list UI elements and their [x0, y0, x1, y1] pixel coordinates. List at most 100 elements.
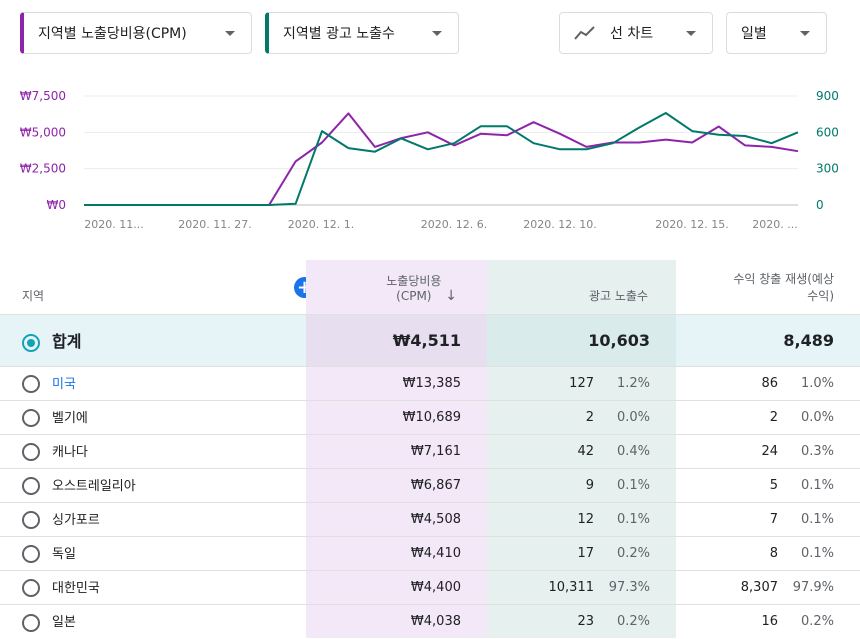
- region-name[interactable]: 미국: [52, 376, 76, 392]
- metric2-label: 지역별 광고 노출수: [283, 26, 395, 42]
- right-axis-tick: 600: [816, 125, 839, 139]
- revenue-cell: 8: [769, 545, 778, 561]
- impressions-cell: 12: [577, 511, 594, 527]
- impressions-cell: 17: [577, 545, 594, 561]
- chart-type-dropdown[interactable]: 선 차트: [559, 12, 713, 54]
- header-revenue[interactable]: 수익 창출 재생(예상 수익): [733, 271, 834, 303]
- impressions-pct: 0.1%: [616, 477, 650, 493]
- cpm-cell: ₩4,038: [306, 603, 487, 638]
- metric2-dropdown[interactable]: 지역별 광고 노출수: [265, 12, 459, 54]
- right-axis-tick: 300: [816, 162, 839, 176]
- revenue-pct: 0.3%: [800, 443, 834, 459]
- region-name: 독일: [52, 546, 76, 562]
- cpm-cell: ₩4,400: [306, 569, 487, 604]
- table-row[interactable]: 오스트레일리아 ₩6,867 9 0.1% 5 0.1%: [0, 467, 860, 502]
- region-table: 지역 노출당비용 (CPM) ↓ 광고 노출수 수익 창출 재생(예상 수익) …: [0, 260, 860, 638]
- total-revenue: 8,489: [676, 313, 860, 366]
- revenue-cell: 24: [761, 443, 778, 459]
- table-row[interactable]: 싱가포르 ₩4,508 12 0.1% 7 0.1%: [0, 501, 860, 536]
- table-row[interactable]: 독일 ₩4,410 17 0.2% 8 0.1%: [0, 535, 860, 570]
- total-impressions: 10,603: [487, 313, 676, 366]
- table-row[interactable]: 벨기에 ₩10,689 2 0.0% 2 0.0%: [0, 399, 860, 434]
- cpm-cell: ₩6,867: [306, 467, 487, 502]
- table-row[interactable]: 대한민국 ₩4,400 10,311 97.3% 8,307 97.9%: [0, 569, 860, 604]
- region-name: 벨기에: [52, 410, 88, 426]
- impressions-pct: 0.2%: [616, 613, 650, 629]
- x-axis-tick: 2020. 12. 15.: [655, 218, 728, 231]
- revenue-cell: 5: [769, 477, 778, 493]
- x-axis-tick: 2020. 11...: [84, 218, 143, 231]
- x-axis-tick: 2020. 12. 6.: [421, 218, 487, 231]
- total-row[interactable]: 합계 ₩4,511 10,603 8,489: [0, 313, 860, 366]
- table-row[interactable]: 일본 ₩4,038 23 0.2% 16 0.2%: [0, 603, 860, 638]
- radio-button[interactable]: [22, 409, 40, 428]
- radio-button[interactable]: [22, 579, 40, 598]
- cpm-cell: ₩13,385: [306, 365, 487, 400]
- region-name: 일본: [52, 615, 76, 630]
- impressions-cell: 10,311: [548, 579, 595, 595]
- left-axis-tick: ₩7,500: [20, 89, 66, 103]
- impressions-cell: 9: [585, 477, 594, 493]
- revenue-pct: 0.1%: [800, 477, 834, 493]
- impressions-pct: 0.4%: [616, 443, 650, 459]
- chevron-down-icon: [225, 30, 235, 36]
- cpm-cell: ₩4,410: [306, 535, 487, 570]
- table-row[interactable]: 캐나다 ₩7,161 42 0.4% 24 0.3%: [0, 433, 860, 468]
- radio-button[interactable]: [22, 477, 40, 496]
- impressions-pct: 0.2%: [616, 545, 650, 561]
- impressions-cell: 23: [577, 613, 594, 629]
- chevron-down-icon: [432, 30, 442, 36]
- region-name: 오스트레일리아: [52, 478, 136, 494]
- x-axis-tick: 2020. 11. 27.: [178, 218, 251, 231]
- impressions-pct: 0.1%: [616, 511, 650, 527]
- chevron-down-icon: [686, 30, 696, 36]
- revenue-cell: 8,307: [740, 579, 778, 595]
- radio-button[interactable]: [22, 613, 40, 632]
- impressions-pct: 97.3%: [608, 579, 650, 595]
- period-label: 일별: [741, 26, 767, 42]
- cpm-cell: ₩7,161: [306, 433, 487, 468]
- revenue-cell: 7: [769, 511, 778, 527]
- cpm-series-line: [84, 112, 799, 206]
- radio-button[interactable]: [22, 511, 40, 530]
- period-dropdown[interactable]: 일별: [726, 12, 827, 54]
- chevron-down-icon: [800, 30, 810, 36]
- left-axis-tick: ₩0: [47, 198, 67, 212]
- line-chart-icon: [574, 26, 595, 40]
- line-chart: ₩7,500 900 ₩5,000 600 ₩2,500 300 ₩0 0 2020. 11..…: [20, 89, 839, 231]
- revenue-cell: 16: [761, 613, 778, 629]
- impressions-series-line: [84, 112, 799, 206]
- left-axis-tick: ₩2,500: [20, 162, 66, 176]
- revenue-pct: 0.2%: [800, 613, 834, 629]
- cpm-cell: ₩4,508: [306, 501, 487, 536]
- x-axis-tick: 2020. 12. 1.: [288, 218, 354, 231]
- impressions-cell: 127: [569, 375, 594, 391]
- metric1-label: 지역별 노출당비용(CPM): [38, 26, 187, 42]
- header-impressions[interactable]: 광고 노출수: [487, 260, 676, 314]
- revenue-pct: 97.9%: [792, 579, 834, 595]
- revenue-pct: 0.1%: [800, 511, 834, 527]
- header-cpm-label: 노출당비용 (CPM): [386, 273, 442, 303]
- radio-button[interactable]: [22, 375, 40, 394]
- header-cpm[interactable]: 노출당비용 (CPM) ↓: [306, 260, 487, 314]
- impressions-pct: 1.2%: [616, 375, 650, 391]
- table-row[interactable]: 미국 ₩13,385 127 1.2% 86 1.0%: [0, 365, 860, 400]
- x-axis-tick: 2020. ...: [752, 218, 797, 231]
- radio-button[interactable]: [22, 443, 40, 462]
- revenue-cell: 86: [761, 375, 778, 391]
- right-axis-tick: 900: [816, 89, 839, 103]
- total-label: 합계: [52, 331, 82, 351]
- revenue-pct: 1.0%: [800, 375, 834, 391]
- chart-type-label: 선 차트: [610, 26, 654, 42]
- region-name: 대한민국: [52, 580, 100, 596]
- region-name: 싱가포르: [52, 512, 100, 528]
- impressions-cell: 2: [585, 409, 594, 425]
- left-axis-tick: ₩5,000: [20, 125, 66, 139]
- right-axis-tick: 0: [816, 198, 824, 212]
- region-name: 캐나다: [52, 444, 88, 460]
- metric1-dropdown[interactable]: 지역별 노출당비용(CPM): [20, 12, 252, 54]
- radio-selected[interactable]: [22, 334, 40, 353]
- impressions-cell: 42: [577, 443, 594, 459]
- cpm-cell: ₩10,689: [306, 399, 487, 434]
- radio-button[interactable]: [22, 545, 40, 564]
